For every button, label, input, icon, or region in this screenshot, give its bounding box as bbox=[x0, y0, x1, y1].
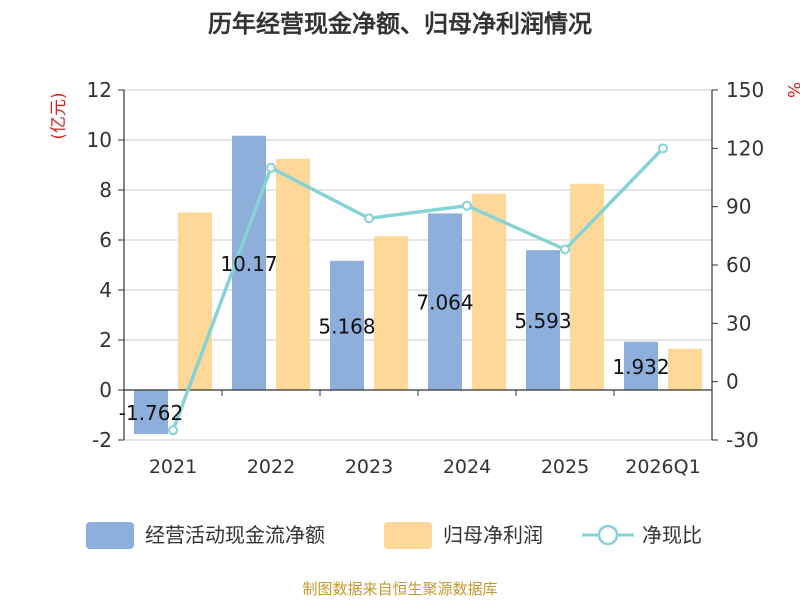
ratio-point bbox=[560, 244, 570, 255]
x-tick-label: 2024 bbox=[443, 456, 491, 478]
legend-label-ratio: 净现比 bbox=[642, 523, 702, 547]
cashflow-bar bbox=[134, 390, 168, 435]
net-profit-bar bbox=[668, 348, 702, 390]
cashflow-bar bbox=[624, 341, 658, 390]
cashflow-value-label: 5.593 bbox=[514, 309, 571, 333]
left-tick-label: 8 bbox=[99, 178, 112, 202]
x-tick-label: 2026Q1 bbox=[625, 456, 700, 478]
ratio-line-path bbox=[171, 147, 665, 431]
net-profit-bar bbox=[570, 183, 604, 390]
legend-swatch-net-profit bbox=[384, 522, 432, 549]
right-axis-unit: % bbox=[783, 82, 800, 98]
left-axis-unit: (亿元) bbox=[49, 92, 69, 139]
left-tick-label: -2 bbox=[92, 428, 112, 452]
ratio-line bbox=[168, 143, 668, 436]
x-tick-label: 2021 bbox=[149, 456, 197, 478]
left-tick-label: 4 bbox=[99, 278, 112, 302]
right-tick-label: 90 bbox=[726, 195, 751, 219]
cashflow-value-label: 10.17 bbox=[220, 252, 277, 276]
cashflow-bar bbox=[330, 260, 364, 390]
right-tick-label: 60 bbox=[726, 253, 751, 277]
right-tick-label: -30 bbox=[726, 428, 759, 452]
cashflow-value-label: 7.064 bbox=[416, 291, 473, 315]
chart-title: 历年经营现金净额、归母净利润情况 bbox=[208, 10, 592, 38]
right-tick-label: 120 bbox=[726, 136, 764, 160]
left-tick-label: 12 bbox=[87, 78, 112, 102]
source-note: 制图数据来自恒生聚源数据库 bbox=[302, 580, 497, 598]
legend: 经营活动现金流净额 归母净利润 净现比 bbox=[86, 522, 702, 549]
x-tick-label: 2025 bbox=[541, 456, 589, 478]
legend-swatch-ratio-marker bbox=[597, 524, 619, 546]
cashflow-bar bbox=[526, 250, 560, 390]
x-tick-label: 2022 bbox=[247, 456, 295, 478]
ratio-point bbox=[658, 143, 668, 154]
grid-lines bbox=[124, 89, 712, 441]
cashflow-value-label: 5.168 bbox=[318, 314, 375, 338]
bars bbox=[134, 135, 702, 435]
right-tick-label: 30 bbox=[726, 311, 751, 335]
net-profit-bar bbox=[472, 193, 506, 390]
ratio-point bbox=[168, 425, 178, 436]
ratio-point bbox=[462, 200, 472, 211]
legend-swatch-cashflow bbox=[86, 522, 134, 549]
cashflow-value-label: 1.932 bbox=[612, 355, 669, 379]
legend-label-net-profit: 归母净利润 bbox=[443, 523, 543, 547]
net-profit-bar bbox=[276, 158, 310, 390]
net-profit-bar bbox=[178, 212, 212, 390]
right-tick-label: 150 bbox=[726, 78, 764, 102]
x-tick-label: 2023 bbox=[345, 456, 393, 478]
left-tick-label: 0 bbox=[99, 378, 112, 402]
legend-label-cashflow: 经营活动现金流净额 bbox=[145, 523, 325, 547]
left-tick-label: 10 bbox=[87, 128, 112, 152]
left-tick-label: 6 bbox=[99, 228, 112, 252]
axes: -2 0 2 4 6 8 10 12 -30 0 30 60 90 120 150 2021 2022 2023 2… bbox=[87, 78, 765, 478]
left-tick-label: 2 bbox=[99, 328, 112, 352]
ratio-point bbox=[364, 213, 374, 224]
net-profit-bar bbox=[374, 236, 408, 390]
data-labels: -1.762 10.17 5.168 7.064 5.593 1.932 bbox=[119, 252, 670, 425]
cashflow-value-label: -1.762 bbox=[119, 401, 183, 425]
right-tick-label: 0 bbox=[726, 370, 739, 394]
ratio-point bbox=[266, 162, 276, 173]
cashflow-bar bbox=[232, 135, 266, 390]
cashflow-bar bbox=[428, 213, 462, 390]
